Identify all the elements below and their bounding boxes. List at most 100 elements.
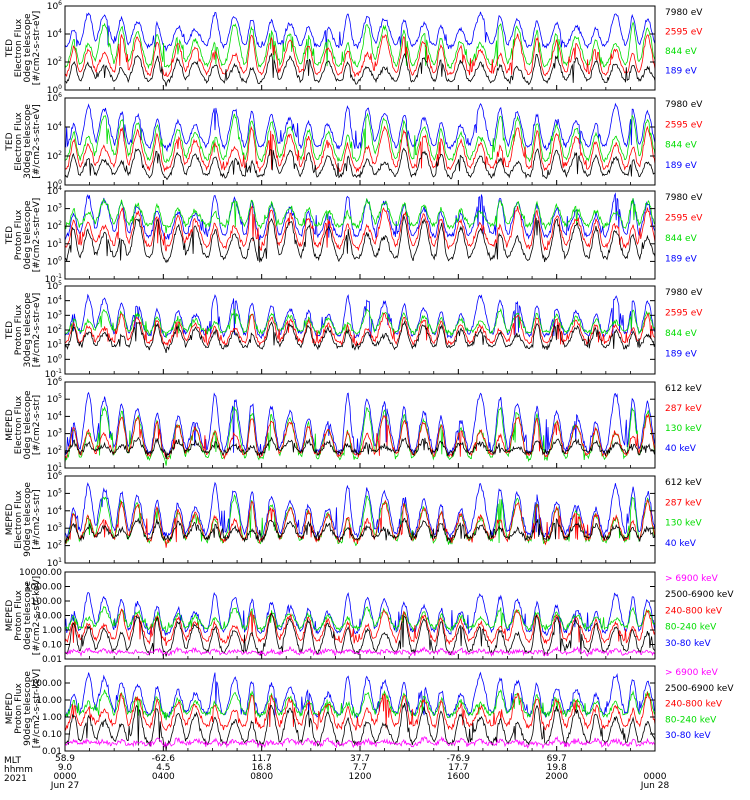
ylabel-line: 30deg telescope <box>23 104 33 179</box>
x-tick-lat: 37.7 <box>350 754 370 764</box>
y-tick-label: 102 <box>47 324 62 336</box>
y-tick-label: 105 <box>47 280 62 292</box>
legend-entry: 189 eV <box>665 350 698 360</box>
y-tick-label: 103 <box>47 203 62 215</box>
y-tick-label: 102 <box>47 220 62 232</box>
x-tick-hhmm: 1200 <box>349 772 372 782</box>
y-tick-label: 102 <box>47 445 62 457</box>
x-tick-hhmm: 0000 <box>54 772 77 782</box>
series-line-189-ev <box>64 11 656 52</box>
ylabel-line: [#/cm2-s-str-eV] <box>32 104 42 179</box>
ylabel-line: 0deg telescope <box>23 200 33 270</box>
series-line-80-240-kev <box>64 605 656 634</box>
legend-entry: 2595 eV <box>665 120 703 130</box>
x-tick-date: Jun 27 <box>50 781 79 791</box>
x-tick-lat: -62.6 <box>152 754 176 764</box>
legend-entry: 30-80 keV <box>665 639 711 649</box>
ylabel-line: TED <box>5 132 15 151</box>
series-line-30-80-kev <box>64 671 656 720</box>
legend-entry: 844 eV <box>665 329 698 339</box>
y-tick-label: 104 <box>47 121 62 133</box>
legend-entry: 612 keV <box>665 384 702 394</box>
legend-entry: 2595 eV <box>665 28 703 38</box>
ylabel-line: TED <box>5 39 15 58</box>
series-line-612-kev <box>64 517 656 544</box>
legend-entry: 40 keV <box>665 444 697 454</box>
y-tick-label: 10.00 <box>36 696 62 706</box>
series-line-2595-ev <box>64 33 656 78</box>
series-line-2500-6900-kev <box>64 612 656 657</box>
y-tick-label: 0.10 <box>42 641 62 651</box>
ylabel-line: [#/cm2-s-str-eV] <box>32 11 42 86</box>
x-tick-hhmm: 0400 <box>152 772 175 782</box>
panel-6: 101 102 103 104 105 106 MEPED Electron Flux 90de… <box>5 470 702 569</box>
ylabel-line: Proton Flux <box>14 209 24 260</box>
y-tick-label: 10-1 <box>45 368 63 380</box>
y-tick-label: 100.00 <box>31 679 63 689</box>
ylabel-line: MEPED <box>5 693 15 725</box>
y-tick-label: 104 <box>47 185 62 197</box>
legend-entry: > 6900 keV <box>665 668 719 678</box>
panel-7: 0.010.101.0010.00100.001000.0010000.00ME… <box>5 568 734 665</box>
axis-row-label-mlt: MLT <box>4 756 22 766</box>
legend-entry: 7980 eV <box>665 8 703 18</box>
y-tick-label: 106 <box>47 92 62 104</box>
panel-frame <box>64 5 656 91</box>
ylabel-line: 30deg telescope <box>23 292 33 367</box>
y-tick-label: 103 <box>47 522 62 534</box>
legend-entry: > 6900 keV <box>665 574 719 584</box>
series-line-7980-ev <box>64 320 656 353</box>
series-line-2595-ev <box>64 312 656 347</box>
legend-entry: 130 keV <box>665 424 702 434</box>
ylabel-line: 0deg telescope <box>23 13 33 83</box>
y-tick-label: 1.00 <box>42 626 62 636</box>
y-tick-label: 104 <box>47 28 62 40</box>
ylabel-line: [#/cm2-s-str-eV] <box>32 293 42 368</box>
ylabel-line: Proton Flux <box>14 304 24 355</box>
legend-entry: 287 keV <box>665 404 702 414</box>
series-line-2595-ev <box>64 125 656 174</box>
legend-entry: 844 eV <box>665 234 698 244</box>
series-line-30-80-kev <box>64 592 656 637</box>
panel-1: 100 102 104 106 TED Electron Flux 0deg telesco… <box>5 0 703 96</box>
legend-entry: 240-800 keV <box>665 606 723 616</box>
panel-ylabel: TED Electron Flux 0deg telescope [#/cm2-s-s… <box>5 11 42 86</box>
y-tick-label: 101 <box>47 557 62 569</box>
panel-2: 100 102 104 106 TED Electron Flux 30deg telesc… <box>5 92 703 191</box>
series-line-2595-ev <box>64 205 656 252</box>
panel-frame <box>64 381 656 469</box>
y-tick-label: 102 <box>47 540 62 552</box>
legend-entry: 189 eV <box>665 67 698 77</box>
legend-entry: 7980 eV <box>665 288 703 298</box>
panel-ylabel: MEPED Electron Flux 90deg telescope [#/cm2-… <box>5 482 42 557</box>
ylabel-line: Electron Flux <box>14 490 24 549</box>
legend-entry: 130 keV <box>665 519 702 529</box>
ylabel-line: Electron Flux <box>14 18 24 77</box>
series-line-189-ev <box>64 192 656 241</box>
legend-entry: 40 keV <box>665 539 697 549</box>
panel-frame <box>64 97 656 186</box>
y-tick-label: 100 <box>47 179 62 191</box>
legend-entry: 240-800 keV <box>665 700 723 710</box>
ylabel-line: Electron Flux <box>14 112 24 171</box>
series-line-7980-ev <box>64 214 656 264</box>
panel-ylabel: TED Electron Flux 30deg telescope [#/cm2-s-… <box>5 104 42 179</box>
series-line--6900-kev <box>64 735 656 750</box>
y-tick-label: 10000.00 <box>19 568 62 578</box>
legend-entry: 80-240 keV <box>665 623 717 633</box>
y-tick-label: 0.10 <box>42 730 62 740</box>
y-tick-label: 100.00 <box>31 597 63 607</box>
y-tick-label: 106 <box>47 0 62 12</box>
ylabel-line: [#/cm2-s-str] <box>32 489 42 549</box>
series-line-844-ev <box>64 112 656 164</box>
y-tick-label: 101 <box>47 238 62 250</box>
ylabel-line: MEPED <box>5 504 15 536</box>
x-tick-lat: -76.9 <box>447 754 471 764</box>
y-tick-label: 10.00 <box>36 612 62 622</box>
panel-ylabel: MEPED Proton Flux 0deg telescope [#/cm2-s-s… <box>5 576 42 655</box>
y-tick-label: 101 <box>47 462 62 474</box>
ylabel-line: Proton Flux <box>14 590 24 641</box>
